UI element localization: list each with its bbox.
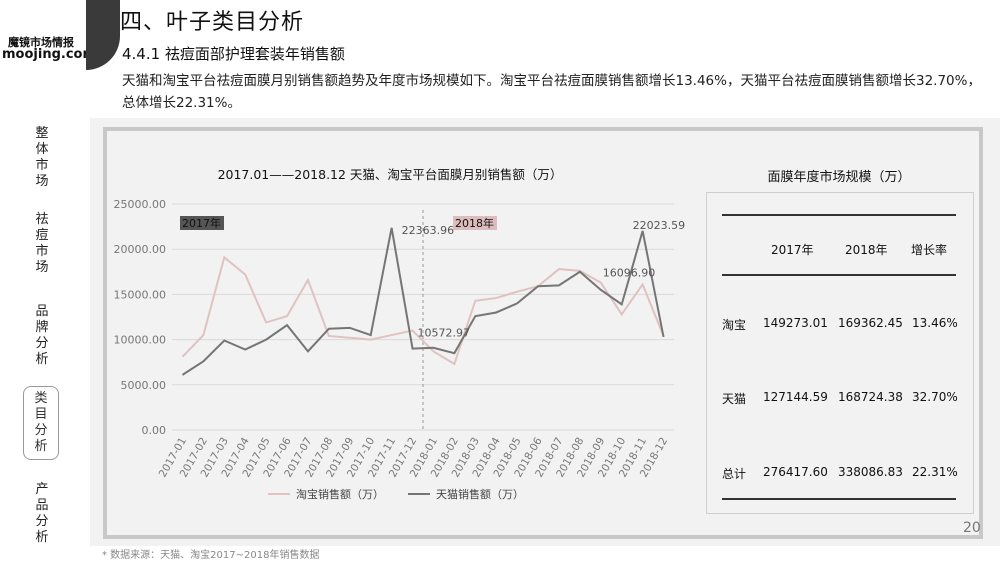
table-top-rule <box>722 214 956 216</box>
table-row-label: 总计 <box>722 467 747 481</box>
y-tick-label: 20000.00 <box>114 243 167 256</box>
year-tag-bg <box>180 216 224 230</box>
year-tag-label: 2017年 <box>182 216 221 230</box>
y-tick-label: 5000.00 <box>121 379 167 392</box>
logo-en-text: moojing.com <box>2 47 97 62</box>
table-bottom-rule <box>722 498 956 500</box>
y-tick-label: 10000.00 <box>114 334 167 347</box>
sidebar-item-category-analysis[interactable]: 类目分析 <box>23 386 59 460</box>
market-size-table <box>706 192 974 514</box>
table-cell-2018: 338086.83 <box>838 465 903 479</box>
year-tag-bg <box>453 216 497 230</box>
logo-shape <box>86 0 120 70</box>
table-cell-growth: 22.31% <box>912 465 958 479</box>
sidebar-item-label: 类目分析 <box>34 391 48 454</box>
table-row-label: 淘宝 <box>722 318 747 332</box>
logo: 魔镜市场情报 moojing.com <box>0 0 96 80</box>
sidebar-item-label: 祛痘市场 <box>35 212 49 275</box>
sidebar-item-overall-market[interactable]: 整体市场 <box>22 126 62 190</box>
sidebar-item-label: 整体市场 <box>35 126 49 189</box>
y-tick-label: 15000.00 <box>114 288 167 301</box>
table-header-2018: 2018年 <box>845 243 888 257</box>
table-cell-2017: 276417.60 <box>763 465 828 479</box>
table-row-label: 天猫 <box>722 392 747 406</box>
taobao-series-line <box>181 255 665 366</box>
year-tag-label: 2018年 <box>455 216 494 230</box>
data-label: 10572.97 <box>417 326 470 339</box>
sidebar-item-brand-analysis[interactable]: 品牌分析 <box>22 304 62 368</box>
table-header-2017: 2017年 <box>771 243 814 257</box>
sidebar-item-acne-market[interactable]: 祛痘市场 <box>22 212 62 276</box>
page-subtitle: 4.4.1 祛痘面部护理套装年销售额 <box>122 45 345 63</box>
data-label: 16096.90 <box>603 266 656 279</box>
table-cell-2017: 149273.01 <box>763 316 828 330</box>
table-cell-2018: 168724.38 <box>838 390 903 404</box>
y-tick-label: 25000.00 <box>114 198 167 211</box>
data-label: 22023.59 <box>633 219 686 232</box>
table-cell-2018: 169362.45 <box>838 316 903 330</box>
page-number: 20 <box>963 520 981 536</box>
sidebar-nav: 整体市场 祛痘市场 品牌分析 类目分析 产品分析 <box>0 118 92 563</box>
tmall-series-line <box>181 227 665 376</box>
table-cell-growth: 13.46% <box>912 316 958 330</box>
sidebar-item-product-analysis[interactable]: 产品分析 <box>22 482 62 546</box>
logo-cn-text: 魔镜市场情报 <box>8 36 74 49</box>
y-tick-label: 0.00 <box>142 424 167 437</box>
page-description: 天猫和淘宝平台祛痘面膜月别销售额趋势及年度市场规模如下。淘宝平台祛痘面膜销售额增… <box>122 73 981 111</box>
table-header-rule <box>722 274 956 276</box>
legend-label: 淘宝销售额（万） <box>296 487 384 501</box>
legend-label: 天猫销售额（万） <box>436 487 524 501</box>
page-title: 四、叶子类目分析 <box>120 10 305 35</box>
table-header-growth: 增长率 <box>911 243 948 257</box>
chart-title: 2017.01——2018.12 天猫、淘宝平台面膜月别销售额（万） <box>218 167 563 182</box>
monthly-sales-line-chart: 2017.01——2018.12 天猫、淘宝平台面膜月别销售额（万） 25000… <box>114 167 686 501</box>
sidebar-item-label: 产品分析 <box>35 482 49 545</box>
table-title: 面膜年度市场规模（万） <box>767 170 911 185</box>
data-label: 22363.96 <box>402 224 455 237</box>
table-cell-2017: 127144.59 <box>763 390 828 404</box>
table-cell-growth: 32.70% <box>912 390 958 404</box>
sidebar-item-label: 品牌分析 <box>35 304 49 367</box>
data-source-footnote: * 数据来源：天猫、淘宝2017~2018年销售数据 <box>102 550 320 561</box>
